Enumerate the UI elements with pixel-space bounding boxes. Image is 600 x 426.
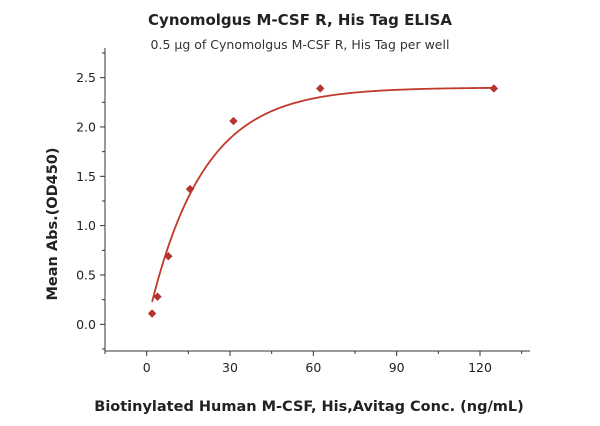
fit-curve-group bbox=[151, 86, 494, 303]
axes bbox=[104, 48, 530, 352]
data-point bbox=[164, 252, 173, 261]
y-tick-label: 0.0 bbox=[76, 317, 96, 332]
x-tick-label: 0 bbox=[143, 360, 151, 375]
data-point bbox=[185, 184, 195, 194]
x-tick-label: 30 bbox=[222, 360, 238, 375]
y-tick-label: 1.5 bbox=[76, 169, 96, 184]
fit-curve bbox=[151, 86, 494, 303]
data-point bbox=[316, 84, 325, 93]
x-tick-label: 60 bbox=[305, 360, 321, 375]
y-tick-label: 2.0 bbox=[76, 119, 96, 134]
data-point bbox=[489, 84, 499, 93]
data-points bbox=[147, 84, 499, 318]
x-axis-label: Biotinylated Human M-CSF, His,Avitag Con… bbox=[94, 399, 523, 415]
y-axis-ticks: 0.0 0.5 1.0 1.5 2.0 2.5 bbox=[76, 52, 105, 350]
y-axis-label: Mean Abs.(OD450) bbox=[45, 147, 61, 300]
x-axis-ticks: 0 30 60 90 120 bbox=[104, 351, 523, 375]
chart-subtitle: 0.5 μg of Cynomolgus M-CSF R, His Tag pe… bbox=[151, 37, 450, 52]
data-point bbox=[147, 309, 157, 318]
x-tick-label: 120 bbox=[468, 360, 492, 375]
chart-title: Cynomolgus M-CSF R, His Tag ELISA bbox=[148, 11, 452, 29]
data-point bbox=[229, 116, 238, 126]
y-tick-label: 1.0 bbox=[76, 218, 96, 233]
x-tick-label: 90 bbox=[389, 360, 405, 375]
y-tick-label: 2.5 bbox=[76, 70, 96, 85]
data-point bbox=[153, 292, 162, 301]
y-tick-label: 0.5 bbox=[76, 268, 96, 283]
